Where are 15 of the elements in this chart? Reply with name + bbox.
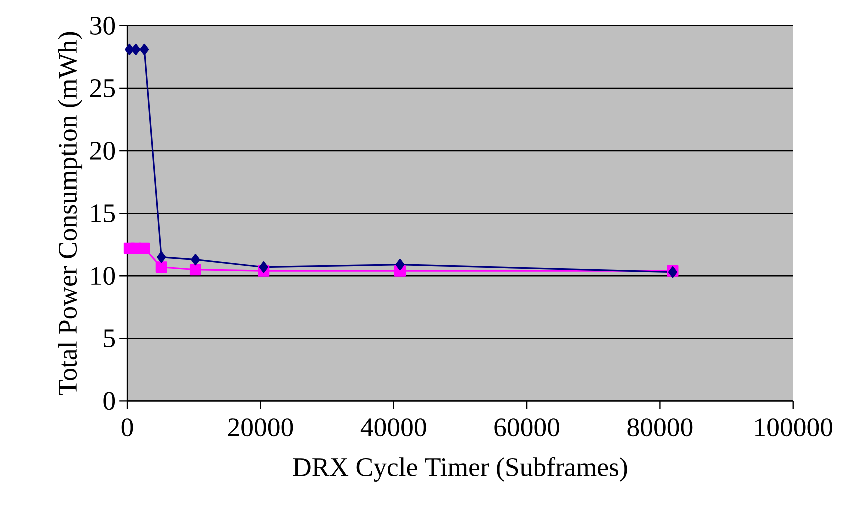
x-tick-label: 20000: [228, 418, 294, 436]
x-tick-label: 80000: [628, 418, 693, 436]
x-tick-label: 100000: [756, 418, 833, 436]
y-tick-label: 5: [104, 330, 116, 348]
y-tick-label: 20: [90, 142, 116, 160]
y-tick-label: 0: [104, 392, 116, 410]
x-tick-label: 0: [122, 418, 134, 436]
y-tick-label: 10: [92, 266, 116, 285]
y-tick-label: 30: [90, 16, 116, 35]
y-tick-label: 15: [92, 204, 116, 222]
y-tick-label: 25: [90, 79, 116, 98]
y-axis-title: Total Power Consumption (mWh): [58, 32, 83, 396]
x-tick-label: 60000: [494, 418, 560, 436]
x-axis-title: DRX Cycle Timer (Subframes): [293, 457, 628, 482]
x-tick-label: 40000: [360, 418, 426, 436]
